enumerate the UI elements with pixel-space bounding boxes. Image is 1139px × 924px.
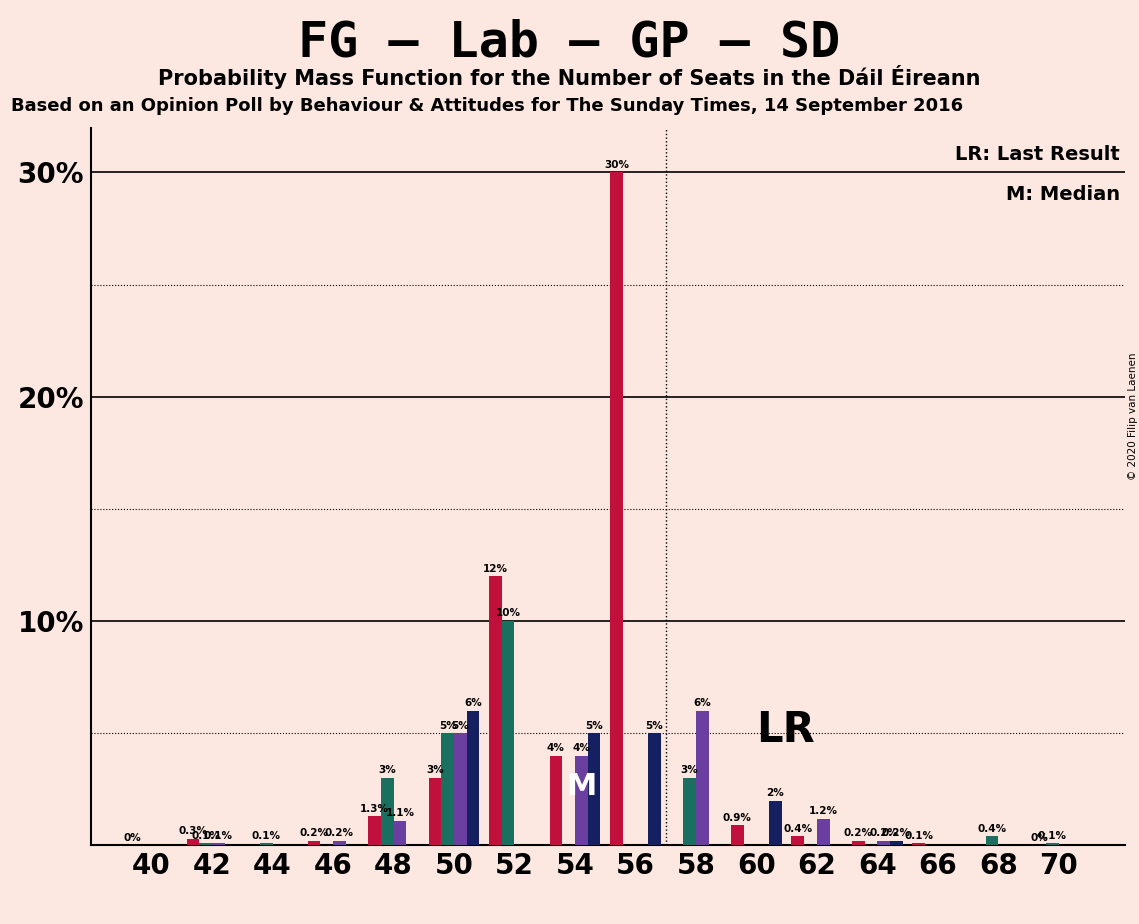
Text: 0.1%: 0.1% xyxy=(1038,831,1067,841)
Bar xyxy=(912,844,925,845)
Bar xyxy=(575,756,588,845)
Text: 5%: 5% xyxy=(646,721,663,731)
Bar xyxy=(852,841,865,845)
Text: 0.2%: 0.2% xyxy=(325,828,354,838)
Bar xyxy=(1046,844,1059,845)
Bar xyxy=(890,841,903,845)
Bar xyxy=(731,825,744,845)
Bar xyxy=(333,841,346,845)
Bar xyxy=(696,711,708,845)
Text: 3%: 3% xyxy=(378,765,396,775)
Text: 0.1%: 0.1% xyxy=(904,831,933,841)
Text: 3%: 3% xyxy=(681,765,698,775)
Bar xyxy=(489,577,502,845)
Text: 30%: 30% xyxy=(604,160,629,170)
Bar xyxy=(877,841,890,845)
Text: 0.3%: 0.3% xyxy=(179,826,207,836)
Text: © 2020 Filip van Laenen: © 2020 Filip van Laenen xyxy=(1128,352,1138,480)
Bar xyxy=(308,841,320,845)
Bar xyxy=(368,816,380,845)
Text: M: Median: M: Median xyxy=(1006,185,1120,204)
Bar xyxy=(549,756,563,845)
Text: 0.1%: 0.1% xyxy=(204,831,233,841)
Text: 4%: 4% xyxy=(547,743,565,753)
Text: 6%: 6% xyxy=(694,699,711,708)
Bar xyxy=(441,734,454,845)
Text: 1.2%: 1.2% xyxy=(809,806,837,816)
Text: 0.2%: 0.2% xyxy=(882,828,911,838)
Text: 6%: 6% xyxy=(465,699,482,708)
Text: 12%: 12% xyxy=(483,564,508,574)
Text: 0%: 0% xyxy=(1031,833,1049,843)
Bar xyxy=(985,836,998,845)
Text: LR: LR xyxy=(756,710,816,751)
Bar xyxy=(187,839,199,845)
Text: M: M xyxy=(566,772,597,800)
Text: 0.4%: 0.4% xyxy=(784,824,812,833)
Text: Based on an Opinion Poll by Behaviour & Attitudes for The Sunday Times, 14 Septe: Based on an Opinion Poll by Behaviour & … xyxy=(11,97,964,115)
Text: 0.4%: 0.4% xyxy=(977,824,1007,833)
Bar xyxy=(199,844,212,845)
Bar xyxy=(467,711,480,845)
Text: Probability Mass Function for the Number of Seats in the Dáil Éireann: Probability Mass Function for the Number… xyxy=(158,65,981,89)
Bar xyxy=(212,844,224,845)
Bar xyxy=(428,778,441,845)
Text: 1.3%: 1.3% xyxy=(360,804,390,814)
Text: 0.1%: 0.1% xyxy=(252,831,280,841)
Text: 5%: 5% xyxy=(585,721,603,731)
Text: 5%: 5% xyxy=(439,721,457,731)
Bar xyxy=(588,734,600,845)
Text: 1.1%: 1.1% xyxy=(385,808,415,818)
Bar xyxy=(393,821,407,845)
Bar xyxy=(648,734,661,845)
Bar xyxy=(683,778,696,845)
Text: 0.2%: 0.2% xyxy=(300,828,328,838)
Text: FG – Lab – GP – SD: FG – Lab – GP – SD xyxy=(298,18,841,67)
Text: LR: Last Result: LR: Last Result xyxy=(956,145,1120,164)
Bar xyxy=(817,819,829,845)
Bar xyxy=(380,778,393,845)
Bar xyxy=(769,800,781,845)
Text: 0.2%: 0.2% xyxy=(844,828,872,838)
Text: 10%: 10% xyxy=(495,608,521,618)
Text: 0%: 0% xyxy=(124,833,141,843)
Text: 0.1%: 0.1% xyxy=(191,831,220,841)
Bar xyxy=(792,836,804,845)
Bar xyxy=(611,173,623,845)
Text: 4%: 4% xyxy=(573,743,590,753)
Text: 0.2%: 0.2% xyxy=(869,828,899,838)
Text: 5%: 5% xyxy=(451,721,469,731)
Text: 3%: 3% xyxy=(426,765,444,775)
Bar xyxy=(502,621,515,845)
Text: 2%: 2% xyxy=(767,788,785,798)
Bar xyxy=(260,844,272,845)
Text: 0.9%: 0.9% xyxy=(723,812,752,822)
Bar xyxy=(454,734,467,845)
